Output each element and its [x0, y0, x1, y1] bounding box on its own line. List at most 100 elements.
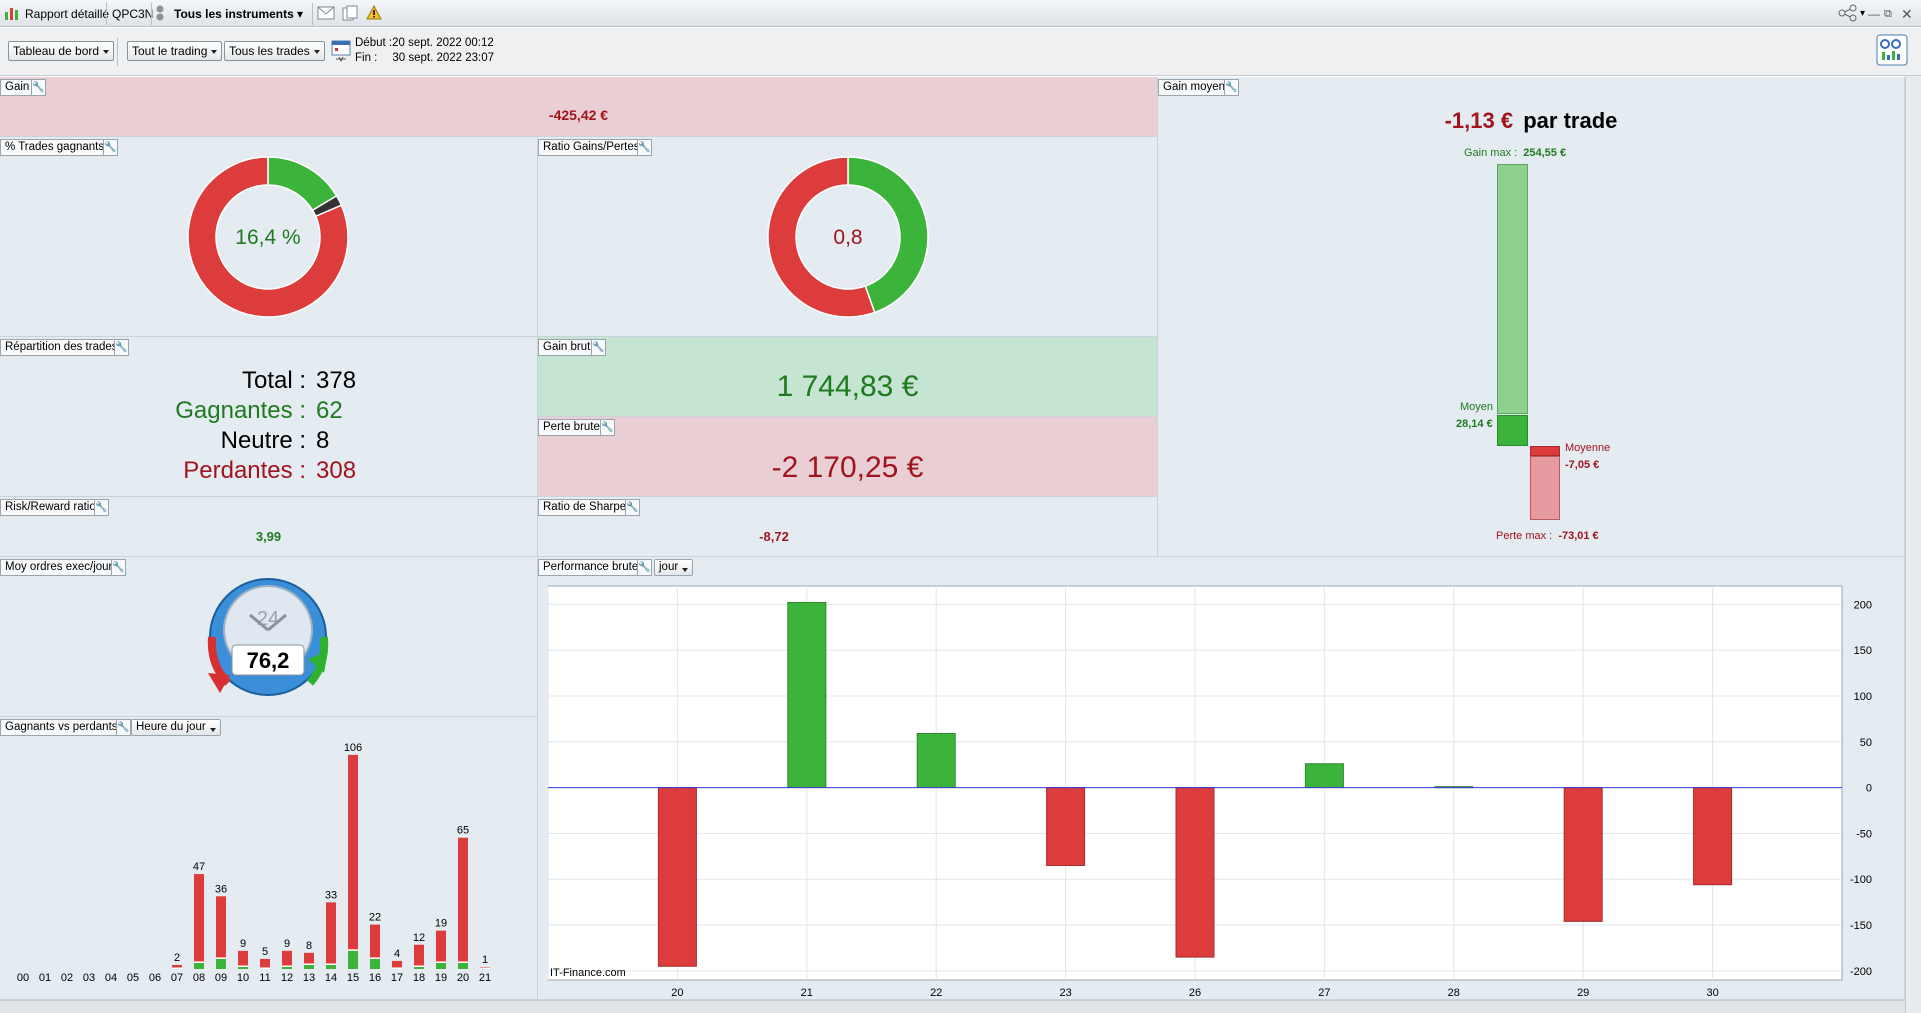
sharpe-panel: Ratio de Sharpe 🔧 -8,72	[538, 497, 1158, 557]
hour-tick-label: 21	[479, 972, 491, 984]
win-bar	[436, 962, 446, 969]
loss-bar	[216, 896, 226, 959]
panel-title[interactable]: Gain	[0, 79, 35, 96]
y-tick-label: -200	[1850, 966, 1872, 978]
instruments-icon	[155, 4, 165, 24]
win-rate-donut: 16,4 %	[187, 156, 349, 318]
win-value: 62	[316, 397, 343, 424]
wrench-icon[interactable]: 🔧	[94, 499, 109, 516]
panel-title[interactable]: % Trades gagnants	[0, 139, 110, 156]
panel-title[interactable]: Ratio de Sharpe	[538, 499, 632, 516]
bar-count-label: 2	[174, 952, 180, 964]
panel-title[interactable]: Ratio Gains/Pertes	[538, 139, 645, 156]
wrench-icon[interactable]: 🔧	[591, 339, 606, 356]
hour-select[interactable]: Heure du jour	[131, 719, 221, 736]
bar-separator	[414, 965, 424, 967]
bar-separator	[194, 961, 204, 963]
instruments-select[interactable]: Tous les instruments	[174, 7, 294, 21]
wrench-icon[interactable]: 🔧	[1224, 79, 1239, 96]
win-label: Gagnantes :	[175, 397, 306, 424]
chevron-down-icon[interactable]: ▾	[297, 7, 304, 21]
loss-bar	[458, 837, 468, 963]
gain-moyen-panel: Gain moyen 🔧 -1,13 € par trade Gain max …	[1158, 77, 1905, 557]
win-bar	[282, 966, 292, 969]
bar-separator	[216, 957, 226, 959]
loss-bar	[370, 924, 380, 959]
panel-title[interactable]: Répartition des trades	[0, 339, 123, 356]
performance-chart: 200 150 100 50 0 -50 -100 -150 -200 20 21 22 23 26 27 2…	[547, 585, 1872, 999]
wrench-icon[interactable]: 🔧	[116, 719, 131, 736]
mail-icon[interactable]	[317, 6, 335, 26]
avg-gain-bar	[1497, 415, 1528, 446]
ratio-value: 0,8	[833, 226, 862, 249]
right-scrollbar[interactable]	[1905, 76, 1921, 1013]
win-bar	[304, 964, 314, 969]
performance-bar	[1046, 787, 1086, 866]
hour-tick-label: 20	[457, 972, 469, 984]
total-label: Total :	[241, 367, 306, 394]
panel-title[interactable]: Performance brute	[538, 559, 644, 576]
period-select[interactable]: jour	[654, 559, 694, 576]
win-bar	[238, 966, 248, 969]
wrench-icon[interactable]: 🔧	[600, 419, 615, 436]
trade-breakdown: Total : 378 Gagnantes : 62 Neutre : 8 Perda…	[0, 366, 537, 486]
hour-tick-label: 08	[193, 972, 205, 984]
loss-bar	[260, 958, 270, 969]
chevron-down-icon[interactable]: ▾	[1860, 8, 1866, 19]
average-value: -1,13 €	[1444, 108, 1514, 133]
hour-tick-label: 04	[105, 972, 117, 984]
wrench-icon[interactable]: 🔧	[637, 559, 652, 576]
bar-count-label: 9	[284, 938, 290, 950]
wrench-icon[interactable]: 🔧	[31, 79, 46, 96]
hour-tick-label: 09	[215, 972, 227, 984]
bar-count-label: 36	[215, 883, 227, 895]
warning-icon[interactable]	[366, 4, 382, 25]
wrench-icon[interactable]: 🔧	[111, 559, 126, 576]
panel-title[interactable]: Perte brute	[538, 419, 605, 436]
win-rate-value: 16,4 %	[235, 226, 300, 249]
performance-bar	[1175, 787, 1215, 958]
x-tick-label: 22	[930, 987, 942, 999]
minimize-icon[interactable]: —	[1868, 7, 1880, 21]
trading-select[interactable]: Tout le trading	[127, 41, 223, 61]
wrench-icon[interactable]: 🔧	[114, 339, 129, 356]
panel-title[interactable]: Gain moyen	[1158, 79, 1231, 96]
gain-max-label: Gain max : 254,55 €	[1464, 147, 1567, 159]
performance-bar	[1563, 787, 1603, 922]
win-bar	[458, 962, 468, 969]
hour-tick-label: 05	[127, 972, 139, 984]
bar-count-label: 47	[193, 861, 205, 873]
restore-icon[interactable]: ⧉	[1884, 8, 1892, 20]
date-range: Début :20 sept. 2022 00:12 Fin : 30 sept.…	[355, 36, 494, 66]
end-date-label: Fin :	[355, 52, 378, 64]
wrench-icon[interactable]: 🔧	[103, 139, 118, 156]
panel-title[interactable]: Moy ordres exec/jour	[0, 559, 118, 576]
bar-separator	[260, 967, 270, 969]
bar-count-label: 22	[369, 912, 381, 924]
bar-count-label: 19	[435, 918, 447, 930]
share-icon[interactable]	[1838, 4, 1858, 24]
wrench-icon[interactable]: 🔧	[637, 139, 652, 156]
hour-tick-label: 17	[391, 972, 403, 984]
loss-bar	[282, 950, 292, 967]
bar-count-label: 12	[413, 932, 425, 944]
gain-panel: Gain 🔧 -425,42 €	[0, 77, 1158, 137]
report-label[interactable]: Rapport détaillé	[25, 7, 110, 21]
win-bar	[216, 958, 226, 969]
loss-bar	[172, 964, 182, 969]
calendar-icon[interactable]	[331, 38, 351, 69]
bar-separator	[326, 963, 336, 965]
panel-title[interactable]: Gain brut	[538, 339, 596, 356]
wrench-icon[interactable]: 🔧	[625, 499, 640, 516]
close-icon[interactable]: ✕	[1901, 6, 1913, 22]
panel-title[interactable]: Gagnants vs perdants	[0, 719, 123, 736]
panel-title[interactable]: Risk/Reward ratio	[0, 499, 101, 516]
performance-bar	[1304, 763, 1344, 789]
dashboard-settings-icon[interactable]	[1876, 34, 1908, 71]
trades-select[interactable]: Tous les trades	[224, 41, 325, 61]
view-select[interactable]: Tableau de bord	[8, 41, 115, 61]
copy-icon[interactable]	[342, 5, 358, 25]
hour-tick-label: 12	[281, 972, 293, 984]
account-label[interactable]: QPC3N	[112, 7, 154, 21]
loss-bar	[238, 950, 248, 967]
